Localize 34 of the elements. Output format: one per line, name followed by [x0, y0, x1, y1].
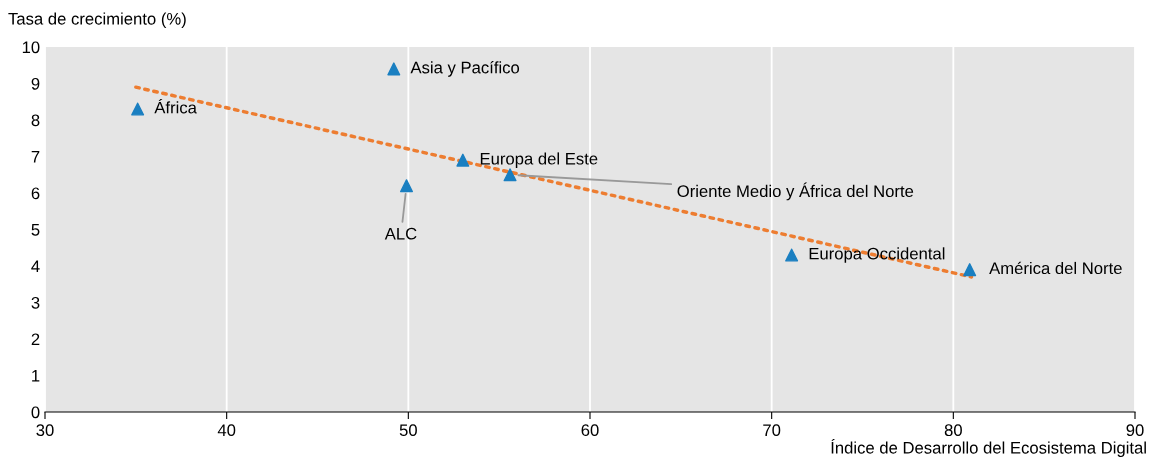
x-tick-label: 60: [581, 424, 599, 437]
y-tick-label: 7: [31, 151, 40, 163]
x-axis-title: Índice de Desarrollo del Ecosistema Digital: [831, 439, 1146, 457]
x-tick-label: 80: [944, 424, 962, 437]
point: [387, 62, 401, 76]
y-tick-label: 4: [31, 260, 40, 273]
y-tick-label: 6: [31, 187, 40, 200]
annotation: ALC: [384, 227, 417, 240]
point: [785, 248, 799, 262]
x-tick-label: 90: [1126, 424, 1144, 437]
annotation: Europa del Este: [480, 152, 598, 168]
y-axis-title: Tasa de crecimiento (%): [8, 12, 186, 28]
point: [456, 153, 470, 167]
y-tick-label: 3: [31, 296, 40, 309]
annotation: América del Norte: [989, 261, 1122, 275]
y-tick-label: 2: [31, 333, 40, 346]
x-tick-label: 40: [217, 424, 236, 437]
annotation: África: [154, 98, 197, 114]
annotation: Asia y Pacífico: [410, 61, 520, 77]
y-tick-label: 10: [22, 41, 40, 54]
y-tick-label: 5: [31, 224, 40, 236]
y-tick-label: 9: [31, 77, 40, 90]
y-tick-label: 0: [31, 406, 40, 419]
point: [503, 168, 517, 182]
y-tick-label: 8: [31, 114, 40, 127]
annotation: Europa Occidental: [809, 247, 945, 263]
y-tick-label: 1: [32, 370, 40, 382]
annotation: Oriente Medio y África del Norte: [677, 182, 914, 201]
point: [400, 179, 414, 193]
point: [131, 102, 145, 116]
x-tick-label: 30: [36, 424, 54, 437]
point: [963, 263, 977, 277]
x-tick-label: 70: [763, 424, 781, 437]
x-tick-label: 50: [399, 424, 417, 437]
